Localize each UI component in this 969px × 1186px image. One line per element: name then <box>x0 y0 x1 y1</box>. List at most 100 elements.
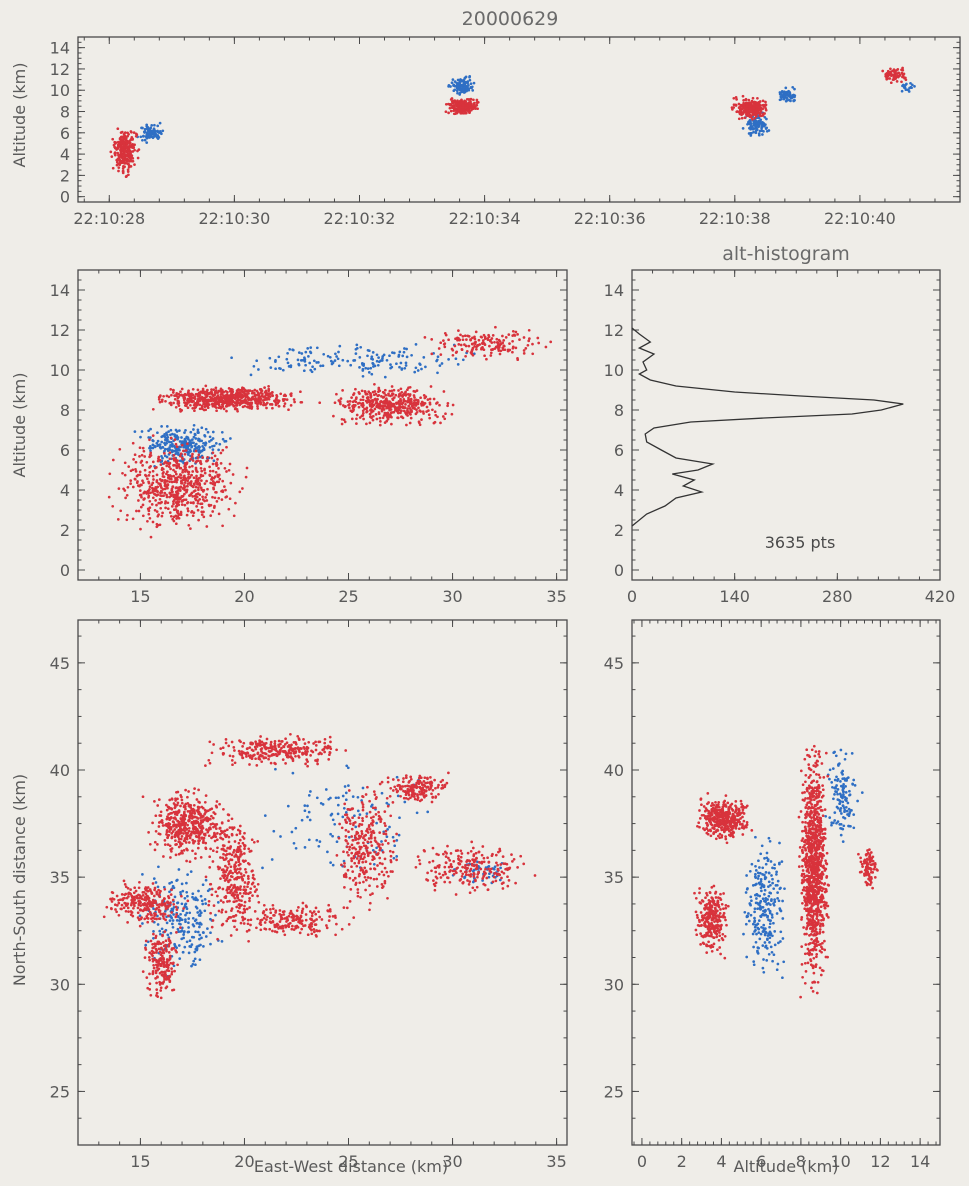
data-point <box>138 896 141 900</box>
data-point <box>151 474 155 478</box>
data-point <box>179 390 182 394</box>
data-point <box>896 68 900 71</box>
data-point <box>308 361 312 365</box>
data-point <box>549 340 553 344</box>
data-point <box>303 804 307 807</box>
data-point <box>153 444 157 448</box>
data-point <box>431 408 434 412</box>
data-point <box>261 866 264 870</box>
data-point <box>171 988 174 992</box>
time_altitude-ytick-label: 0 <box>60 188 70 207</box>
data-point <box>751 96 755 100</box>
data-point <box>130 902 133 905</box>
data-point <box>371 351 375 354</box>
data-point <box>238 490 242 494</box>
data-point <box>154 971 158 975</box>
data-point <box>752 130 755 134</box>
data-point <box>329 832 332 836</box>
data-point <box>160 927 164 931</box>
data-point <box>286 804 290 808</box>
data-point <box>307 838 311 842</box>
data-point <box>354 387 357 391</box>
data-point <box>758 120 762 123</box>
data-point <box>744 110 748 114</box>
data-point <box>174 905 178 909</box>
data-point <box>214 470 218 474</box>
data-point <box>200 899 204 903</box>
data-point <box>903 85 907 89</box>
data-point <box>165 949 168 953</box>
data-point <box>185 907 189 911</box>
data-point <box>478 343 482 346</box>
data-point <box>141 464 144 467</box>
alt-ns-xlabel: Altitude (km) <box>734 1157 839 1176</box>
data-point <box>194 905 198 909</box>
data-point <box>125 493 129 497</box>
data-point <box>151 950 155 954</box>
data-point <box>204 496 207 499</box>
data-point <box>433 410 437 414</box>
data-point <box>209 503 213 507</box>
data-point <box>743 105 746 109</box>
data-point <box>148 958 151 962</box>
data-point <box>170 798 174 801</box>
data-point <box>151 942 154 946</box>
data-point <box>459 333 462 337</box>
data-point <box>315 361 319 364</box>
data-point <box>462 80 466 83</box>
data-point <box>156 885 160 889</box>
data-point <box>177 868 181 871</box>
data-point <box>290 830 294 834</box>
data-point <box>365 406 369 410</box>
data-point <box>361 363 364 366</box>
data-point <box>217 473 221 477</box>
data-point <box>365 812 369 815</box>
data-point <box>229 481 233 485</box>
data-point <box>163 887 167 891</box>
data-point <box>133 148 136 152</box>
data-point <box>501 346 505 350</box>
data-point <box>117 487 121 490</box>
time_altitude-ytick-label: 12 <box>50 60 70 79</box>
data-point <box>163 433 166 436</box>
data-point <box>779 97 783 101</box>
data-point <box>136 156 140 160</box>
data-point <box>406 414 409 417</box>
data-point <box>122 132 126 136</box>
data-point <box>361 395 365 399</box>
data-point <box>272 829 276 833</box>
data-point <box>174 405 178 409</box>
data-point <box>341 815 345 819</box>
data-point <box>127 910 130 913</box>
data-point <box>245 466 249 470</box>
data-point <box>452 89 456 93</box>
data-point <box>214 462 218 466</box>
data-point <box>390 365 394 369</box>
data-point <box>452 84 455 87</box>
data-point <box>160 491 164 494</box>
data-point <box>157 905 161 909</box>
data-point <box>138 470 142 474</box>
data-point <box>120 135 124 139</box>
data-point <box>161 456 164 460</box>
data-point <box>155 503 158 507</box>
data-point <box>165 436 168 440</box>
data-point <box>449 85 452 88</box>
data-point <box>196 430 200 434</box>
data-point <box>267 384 270 388</box>
time_altitude-ytick-label: 6 <box>60 124 70 143</box>
data-point <box>117 166 121 169</box>
data-point <box>489 351 493 355</box>
data-point <box>365 396 369 400</box>
data-point <box>157 967 161 971</box>
data-point <box>139 908 142 911</box>
data-point <box>395 855 399 858</box>
data-point <box>461 89 464 93</box>
data-point <box>214 490 217 494</box>
data-point <box>469 108 473 112</box>
data-point <box>137 499 140 502</box>
data-point <box>265 401 269 405</box>
data-point <box>189 501 193 505</box>
data-point <box>389 415 392 419</box>
data-point <box>754 131 758 135</box>
